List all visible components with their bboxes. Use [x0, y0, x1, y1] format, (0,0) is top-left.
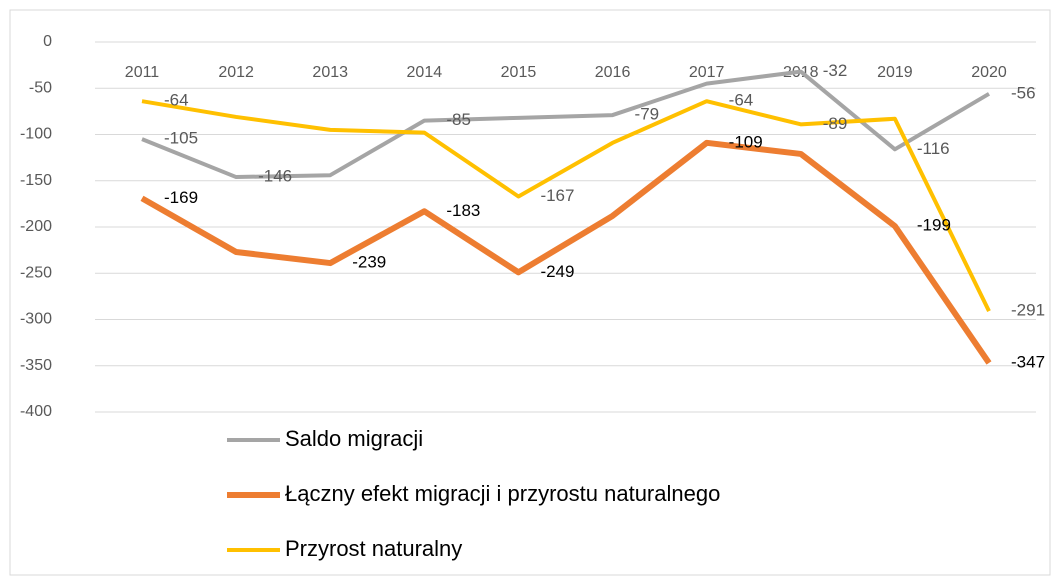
- y-tick-label: -150: [20, 172, 52, 189]
- y-tick-label: -400: [20, 403, 52, 420]
- x-tick-label: 2011: [125, 64, 160, 81]
- data-label: -56: [1011, 83, 1036, 102]
- legend-label: Łączny efekt migracji i przyrostu natura…: [285, 481, 720, 506]
- data-label: -105: [164, 129, 198, 148]
- x-tick-label: 2015: [501, 64, 537, 81]
- data-label: -169: [164, 188, 198, 207]
- y-tick-label: -200: [20, 218, 52, 235]
- x-tick-label: 2017: [689, 64, 725, 81]
- y-tick-label: -50: [29, 79, 52, 96]
- data-label: -199: [917, 216, 951, 235]
- data-label: -116: [917, 139, 950, 158]
- data-label: -249: [540, 262, 574, 281]
- x-tick-label: 2014: [407, 64, 443, 81]
- data-label: -291: [1011, 301, 1045, 320]
- x-tick-label: 2020: [971, 64, 1007, 81]
- series-line: [141, 99, 991, 313]
- y-tick-label: 0: [43, 33, 52, 50]
- y-tick-label: -300: [20, 311, 52, 328]
- x-tick-label: 2016: [595, 64, 631, 81]
- data-label: -79: [635, 105, 660, 124]
- y-tick-label: -350: [20, 357, 52, 374]
- y-tick-label: -250: [20, 264, 52, 281]
- data-label: -89: [823, 114, 848, 133]
- data-label: -239: [352, 253, 386, 272]
- data-label: -109: [729, 132, 763, 151]
- data-label: -85: [446, 110, 471, 129]
- data-label: -32: [823, 61, 848, 80]
- legend-label: Przyrost naturalny: [285, 536, 462, 561]
- chart-frame: [9, 9, 1051, 576]
- data-label: -347: [1011, 352, 1045, 371]
- data-label: -64: [729, 91, 754, 110]
- data-label: -183: [446, 201, 480, 220]
- data-label: -64: [164, 91, 189, 110]
- data-label: -167: [540, 186, 574, 205]
- data-label: -146: [258, 167, 292, 186]
- x-tick-label: 2013: [312, 64, 348, 81]
- x-tick-label: 2012: [218, 64, 254, 81]
- y-tick-label: -100: [20, 126, 52, 143]
- legend-label: Saldo migracji: [285, 426, 423, 451]
- x-tick-label: 2019: [877, 64, 913, 81]
- series-line: [140, 139, 992, 365]
- series-line: [141, 69, 991, 180]
